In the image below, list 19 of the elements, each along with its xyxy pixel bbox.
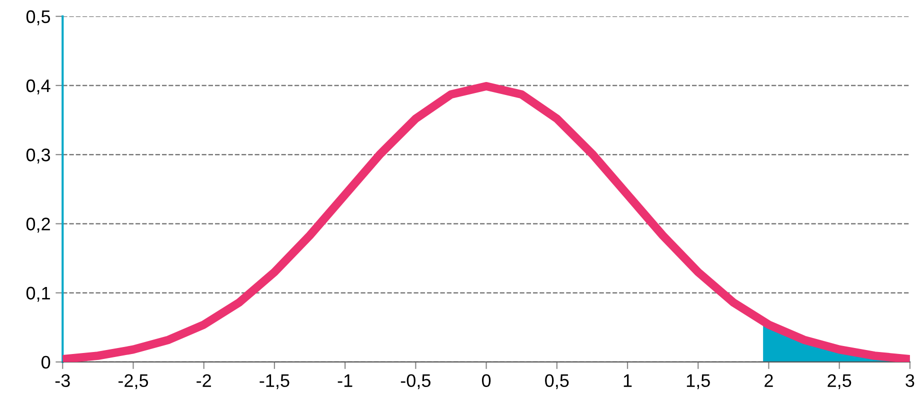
y-tick-label: 0,4 (26, 79, 50, 94)
y-tick-label: 0,3 (26, 148, 50, 164)
x-tick-label: -2 (196, 374, 211, 387)
x-tick-label: -0,5 (400, 374, 430, 390)
x-tick-label: 1,5 (686, 374, 710, 390)
x-tick-label: 1 (624, 374, 632, 387)
x-tick-label: -1,5 (260, 374, 290, 390)
y-tick-label: 0,2 (26, 218, 50, 233)
y-tick-label: 0,5 (26, 10, 50, 26)
x-tick-label: 2,5 (828, 374, 852, 390)
x-tick-label: 2 (764, 374, 773, 387)
x-tick-label: -1 (338, 374, 352, 387)
x-tick-label: 0,5 (545, 374, 569, 390)
y-tick-label: 0 (41, 356, 50, 369)
x-tick-label: -2,5 (118, 374, 148, 390)
x-tick-label: 0 (482, 374, 491, 388)
x-tick-label: -3 (55, 374, 70, 388)
y-tick-label: 0,1 (26, 286, 50, 302)
x-tick-label: 3 (906, 374, 914, 388)
